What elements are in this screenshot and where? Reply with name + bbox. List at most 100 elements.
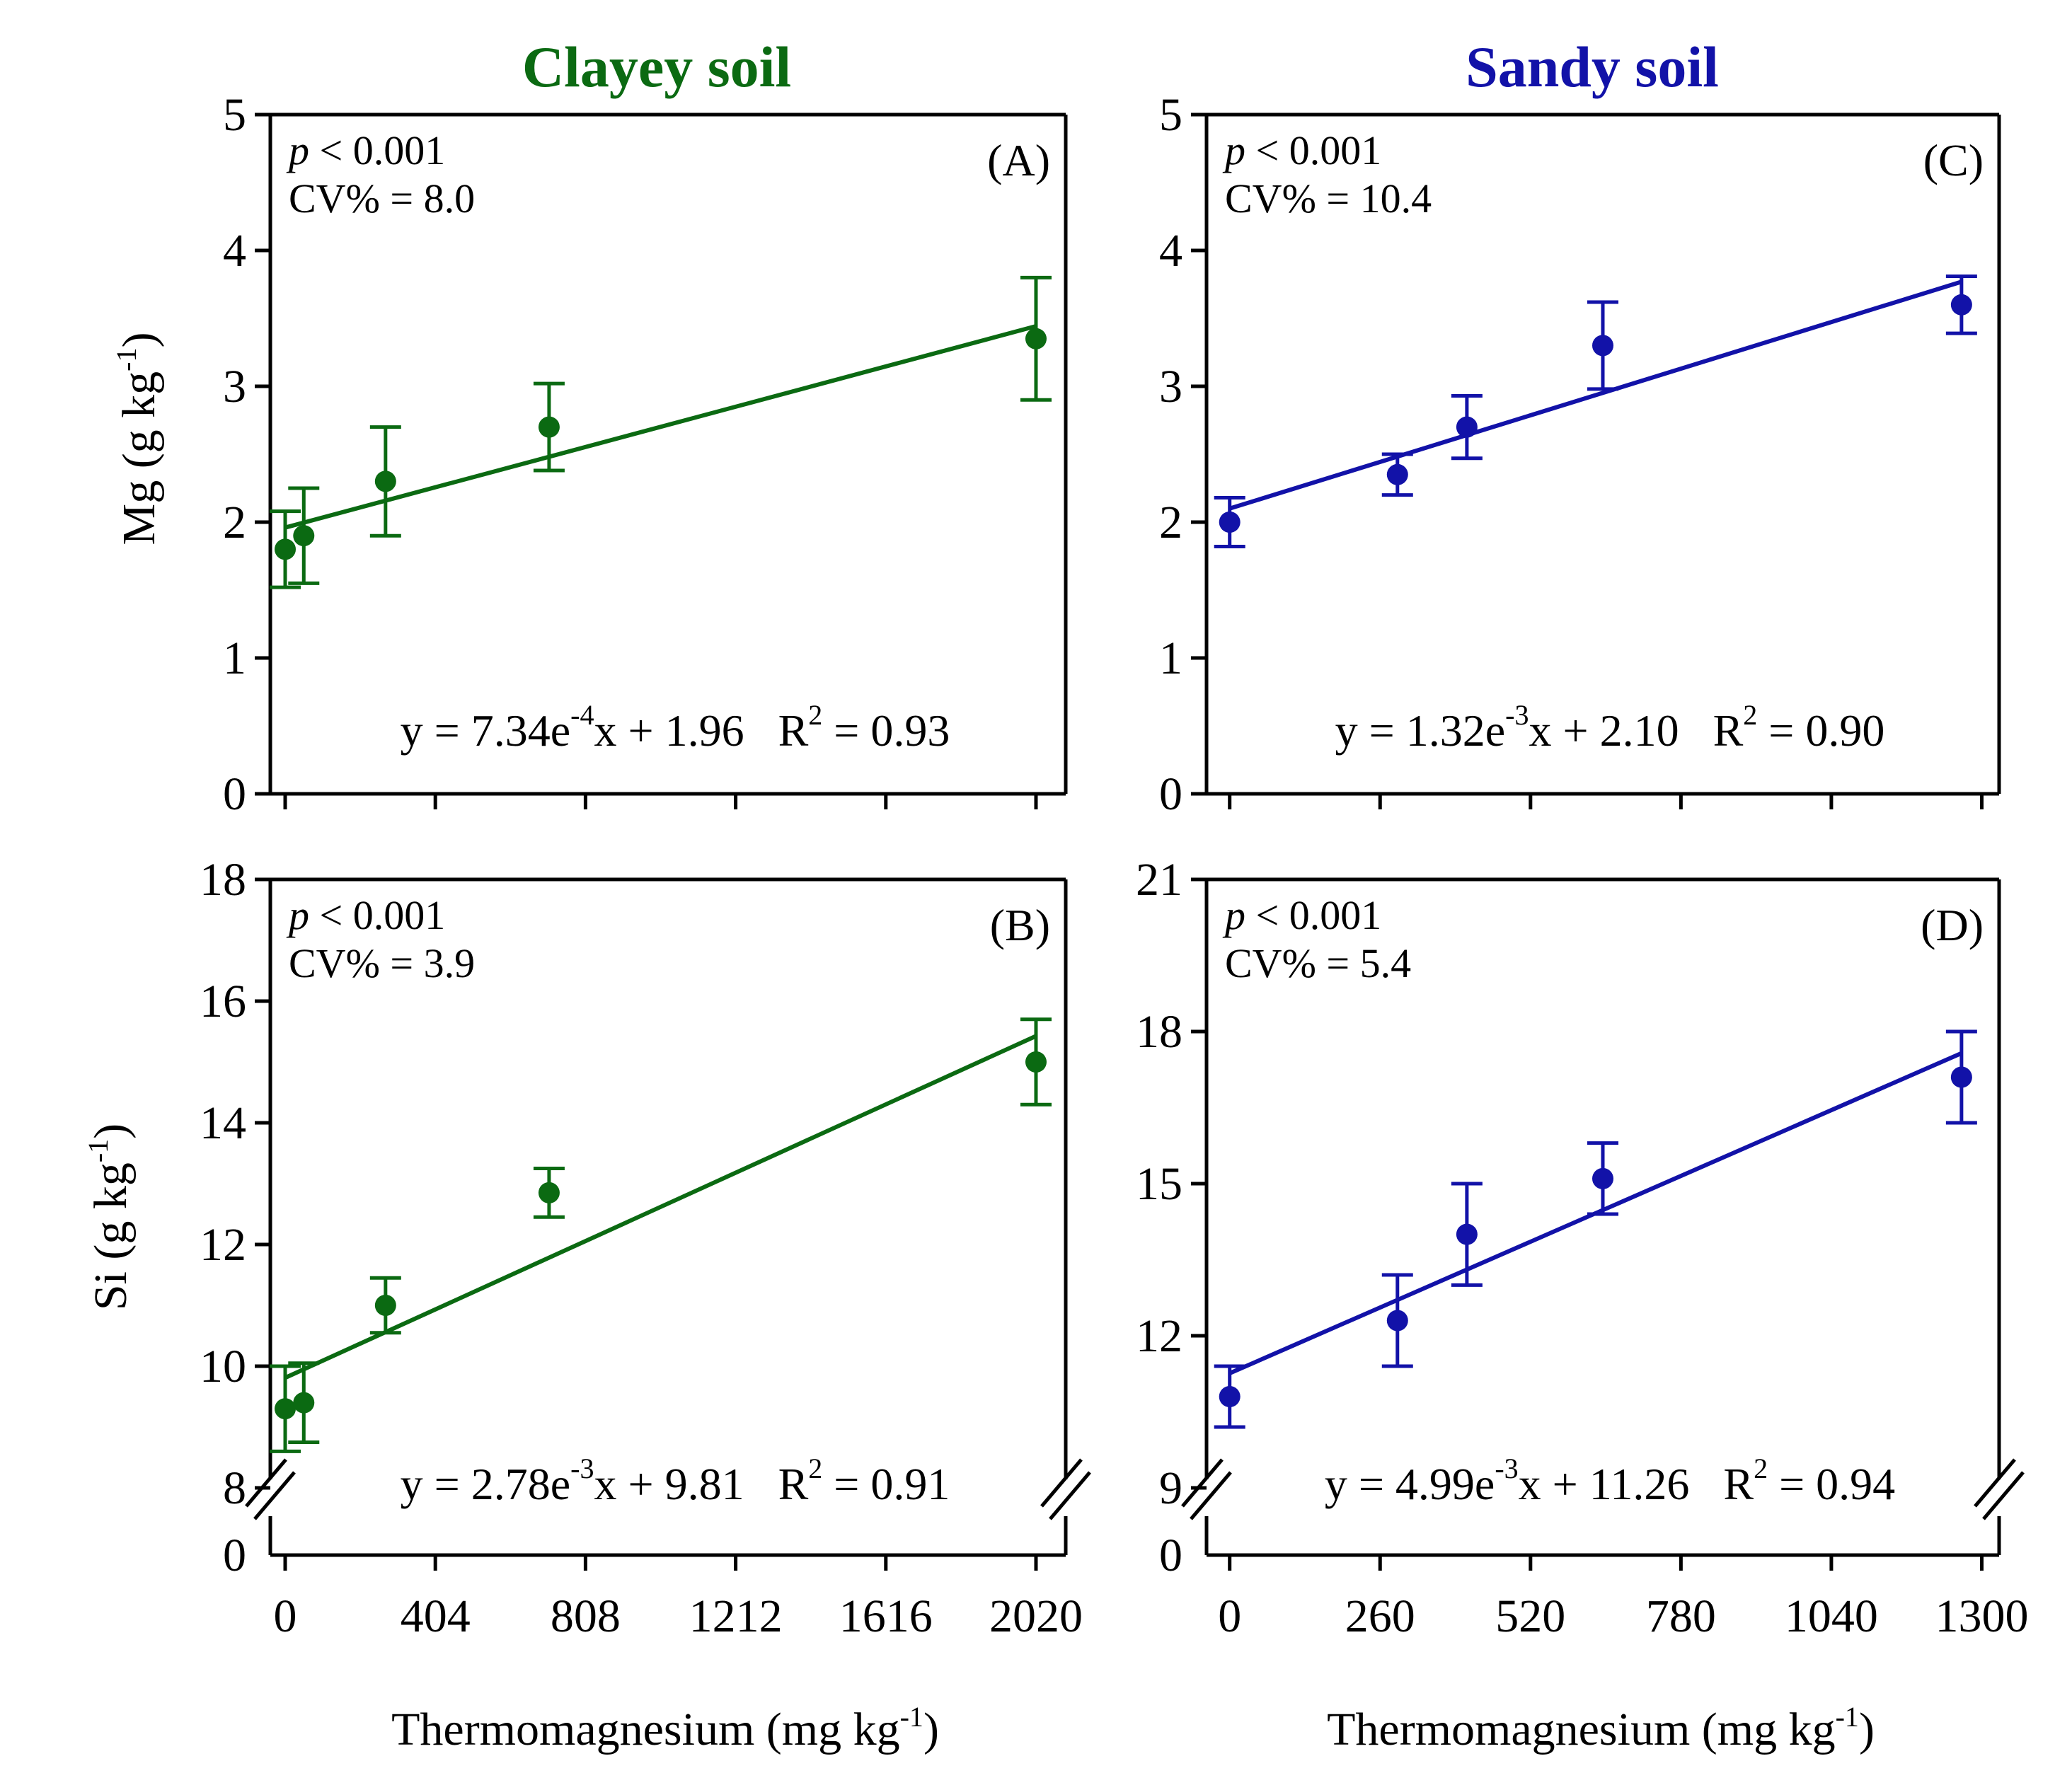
equation-part-b: x + 9.81 R bbox=[594, 1459, 808, 1509]
x-axis-title-clayey-sup: -1 bbox=[900, 1701, 923, 1733]
equation-part-c: = 0.90 bbox=[1757, 705, 1884, 756]
p-value-annotation-b: p < 0.001 bbox=[286, 892, 445, 938]
data-point-a bbox=[275, 538, 297, 560]
data-point-d bbox=[1950, 1066, 1972, 1088]
equation-part-d: y = 4.99e bbox=[1325, 1459, 1495, 1509]
regression-line-a bbox=[284, 324, 1037, 530]
regression-equation-c: y = 1.32e-3x + 2.10 R2 = 0.90 bbox=[1335, 699, 1885, 756]
y-axis-title-si-close: ) bbox=[85, 1124, 137, 1139]
equation-part-c: x + 2.10 R bbox=[1529, 705, 1743, 756]
y-tick-label-c: 2 bbox=[1159, 497, 1182, 548]
x-axis-title-sandy-sup: -1 bbox=[1836, 1701, 1859, 1733]
data-point-c bbox=[1592, 335, 1613, 357]
p-symbol-a: p bbox=[286, 127, 309, 173]
p-value-annotation-d: p < 0.001 bbox=[1222, 892, 1381, 938]
x-tick-label-b: 404 bbox=[401, 1590, 471, 1642]
equation-part-a: = 0.93 bbox=[822, 705, 950, 756]
y-axis-title-si-sup: -1 bbox=[82, 1139, 114, 1162]
y-tick-label-d: 12 bbox=[1136, 1310, 1182, 1362]
y-axis-title-mg-main: Mg (g kg bbox=[113, 371, 165, 545]
data-point-d bbox=[1592, 1167, 1613, 1189]
panel-b: 0 8 10 12 14 16 18 0 404 808 1212 1616 2020 p < 0.001… bbox=[200, 854, 1091, 1642]
equation-r2-sup-a: 2 bbox=[808, 699, 822, 731]
x-axis-title-sandy-main: Thermomagnesium (mg kg bbox=[1327, 1704, 1836, 1755]
y-tick-label-a: 4 bbox=[223, 225, 246, 277]
equation-part-d: x + 11.26 R bbox=[1519, 1459, 1754, 1509]
cv-annotation-a: CV% = 8.0 bbox=[289, 175, 475, 221]
y-axis-title-si: Si (g kg-1) bbox=[82, 1124, 137, 1310]
y-tick-label-a: 3 bbox=[223, 361, 246, 412]
p-rest-a: < 0.001 bbox=[309, 127, 445, 173]
column-title-clayey: Clayey soil bbox=[522, 35, 791, 99]
x-tick-label-d: 520 bbox=[1495, 1590, 1565, 1642]
data-point-b bbox=[374, 1295, 396, 1316]
axis-break-mark-left-2-d bbox=[1190, 1471, 1232, 1520]
x-axis-title-clayey: Thermomagnesium (mg kg-1) bbox=[391, 1701, 939, 1755]
x-tick-label-b: 808 bbox=[551, 1590, 621, 1642]
y-tick-label-d: 21 bbox=[1136, 854, 1182, 906]
y-tick-label-b: 16 bbox=[200, 976, 246, 1027]
equation-part-b: y = 2.78e bbox=[401, 1459, 571, 1509]
y-tick-label-a: 2 bbox=[223, 497, 246, 548]
column-title-sandy: Sandy soil bbox=[1466, 35, 1719, 99]
data-point-a bbox=[538, 416, 560, 438]
y-axis-title-si-main: Si (g kg bbox=[85, 1162, 137, 1310]
x-tick-label-b: 2020 bbox=[989, 1590, 1083, 1642]
panel-label-d: (D) bbox=[1921, 900, 1984, 950]
equation-exponent-b: -3 bbox=[570, 1453, 594, 1484]
x-axis-title-clayey-close: ) bbox=[923, 1704, 939, 1755]
x-axis-title-clayey-main: Thermomagnesium (mg kg bbox=[391, 1704, 900, 1755]
p-symbol-b: p bbox=[286, 892, 309, 938]
regression-line-c bbox=[1228, 279, 1962, 511]
data-point-d bbox=[1219, 1386, 1241, 1407]
y-axis-title-mg-sup: -1 bbox=[110, 347, 142, 371]
data-point-c bbox=[1950, 294, 1972, 316]
equation-part-b: = 0.91 bbox=[822, 1459, 950, 1509]
y-tick-label-b: 8 bbox=[223, 1462, 246, 1514]
x-tick-label-b: 1212 bbox=[689, 1590, 783, 1642]
data-point-a bbox=[1025, 328, 1047, 350]
axis-break-mark-left-2-b bbox=[253, 1471, 296, 1520]
y-tick-label-zero-d: 0 bbox=[1159, 1530, 1182, 1581]
regression-equation-a: y = 7.34e-4x + 1.96 R2 = 0.93 bbox=[401, 699, 950, 756]
p-rest-d: < 0.001 bbox=[1245, 892, 1381, 938]
x-axis-title-sandy: Thermomagnesium (mg kg-1) bbox=[1327, 1701, 1875, 1755]
equation-part-a: y = 7.34e bbox=[401, 705, 571, 756]
regression-equation-d: y = 4.99e-3x + 11.26 R2 = 0.94 bbox=[1325, 1453, 1895, 1509]
p-value-annotation-a: p < 0.001 bbox=[286, 127, 445, 173]
y-tick-label-d: 15 bbox=[1136, 1158, 1182, 1210]
p-value-annotation-c: p < 0.001 bbox=[1222, 127, 1381, 173]
equation-exponent-a: -4 bbox=[570, 699, 594, 731]
x-axis-title-sandy-close: ) bbox=[1859, 1704, 1875, 1755]
data-point-b bbox=[293, 1392, 315, 1414]
cv-annotation-c: CV% = 10.4 bbox=[1225, 175, 1432, 221]
axis-break-mark-right-2-d bbox=[1982, 1471, 2025, 1520]
equation-r2-sup-d: 2 bbox=[1754, 1453, 1768, 1484]
data-point-c bbox=[1219, 512, 1241, 533]
y-tick-label-zero-b: 0 bbox=[223, 1530, 246, 1581]
equation-r2-sup-c: 2 bbox=[1743, 699, 1757, 731]
equation-part-c: y = 1.32e bbox=[1335, 705, 1506, 756]
y-tick-label-b: 14 bbox=[200, 1097, 246, 1149]
p-symbol-d: p bbox=[1222, 892, 1245, 938]
data-point-d bbox=[1386, 1310, 1408, 1332]
axis-break-mark-left-1-d bbox=[1181, 1458, 1224, 1508]
axis-break-mark-right-1-d bbox=[1974, 1458, 2016, 1508]
y-tick-label-b: 18 bbox=[200, 854, 246, 906]
p-symbol-c: p bbox=[1222, 127, 1245, 173]
regression-equation-b: y = 2.78e-3x + 9.81 R2 = 0.91 bbox=[401, 1453, 950, 1509]
y-tick-label-a: 1 bbox=[223, 633, 246, 684]
panel-label-b: (B) bbox=[990, 900, 1050, 950]
data-point-c bbox=[1386, 463, 1408, 485]
panel-d: 0 9 12 15 18 21 0 260 520 780 1040 1300 p < 0.001CV%… bbox=[1136, 854, 2028, 1642]
y-tick-label-b: 10 bbox=[200, 1341, 246, 1392]
regression-line-b bbox=[284, 1034, 1037, 1380]
y-tick-label-c: 1 bbox=[1159, 633, 1182, 684]
x-tick-label-b: 1616 bbox=[839, 1590, 933, 1642]
data-point-a bbox=[293, 525, 315, 547]
cv-annotation-d: CV% = 5.4 bbox=[1225, 940, 1411, 986]
y-tick-label-d: 9 bbox=[1159, 1462, 1182, 1514]
x-tick-label-d: 1040 bbox=[1785, 1590, 1878, 1642]
